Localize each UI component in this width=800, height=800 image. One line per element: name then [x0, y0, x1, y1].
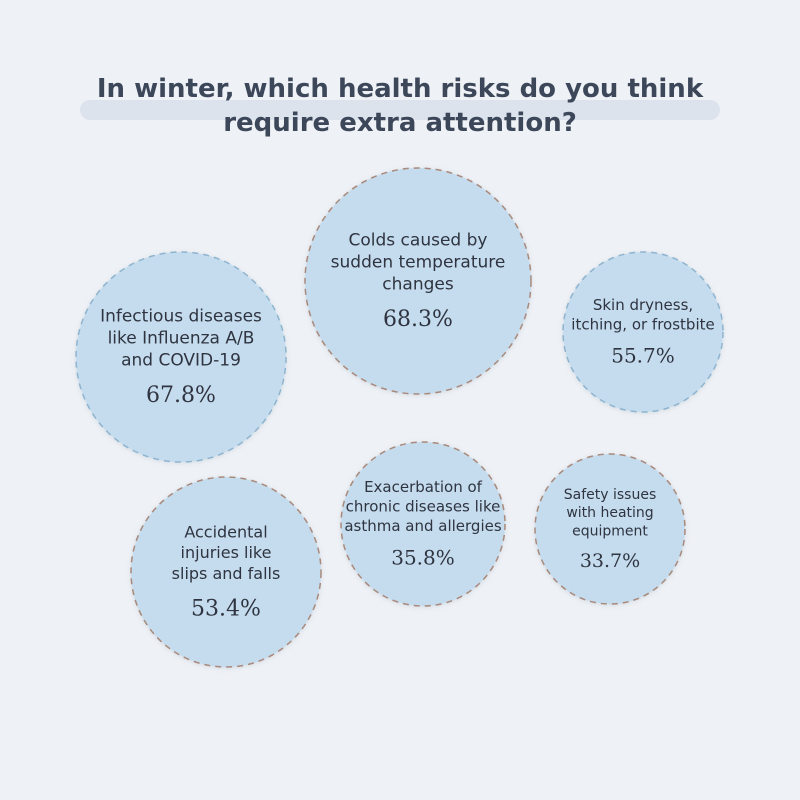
bubble-value: 55.7%: [611, 344, 675, 368]
bubble-circle: [562, 251, 724, 413]
bubble-label-line: with heating: [566, 505, 653, 521]
bubble-6: Safety issues with heating equipment 33.7%: [534, 453, 686, 605]
chart-title: In winter, which health risks do you thi…: [96, 74, 704, 138]
bubble-3: Skin dryness,itching, or frostbite 55.7%: [562, 251, 724, 413]
bubble-label-line: Exacerbation of: [364, 478, 483, 496]
bubble-4: Accidental injuries like slips and falls 53…: [130, 476, 322, 668]
bubble-value: 67.8%: [146, 383, 216, 408]
bubble-5: Exacerbation of chronic diseases likeasth…: [340, 441, 506, 607]
bubble-label-line: itching, or frostbite: [571, 315, 714, 333]
bubble-value: 35.8%: [391, 545, 455, 569]
bubble-label-line: Skin dryness,: [593, 296, 693, 314]
bubble-label-line: Colds caused by: [349, 230, 488, 250]
bubble-value: 53.4%: [191, 596, 261, 621]
bubble-label-line: Safety issues: [564, 487, 657, 503]
bubble-label-line: asthma and allergies: [344, 517, 502, 535]
title-wrap: In winter, which health risks do you thi…: [0, 72, 800, 140]
title-highlight-bar: [80, 100, 720, 120]
bubble-label-line: equipment: [572, 523, 648, 539]
bubble-label-line: injuries like: [181, 543, 272, 562]
bubble-label-line: Accidental: [184, 522, 267, 541]
bubble-label-line: sudden temperature: [331, 252, 506, 272]
bubble-label-line: slips and falls: [172, 564, 281, 583]
bubble-label-line: and COVID-19: [121, 350, 241, 370]
bubble-label-line: changes: [382, 274, 454, 294]
bubble-value: 68.3%: [383, 307, 453, 332]
bubble-circle: [340, 441, 506, 607]
bubble-label-line: like Influenza A/B: [108, 328, 255, 348]
bubble-circle: [130, 476, 322, 668]
bubble-circle: [534, 453, 686, 605]
bubble-circle: [75, 251, 287, 463]
bubble-value: 33.7%: [580, 550, 640, 572]
bubble-circle: [304, 167, 532, 395]
bubble-label-line: Infectious diseases: [100, 306, 262, 326]
bubble-label-line: chronic diseases like: [346, 498, 501, 516]
